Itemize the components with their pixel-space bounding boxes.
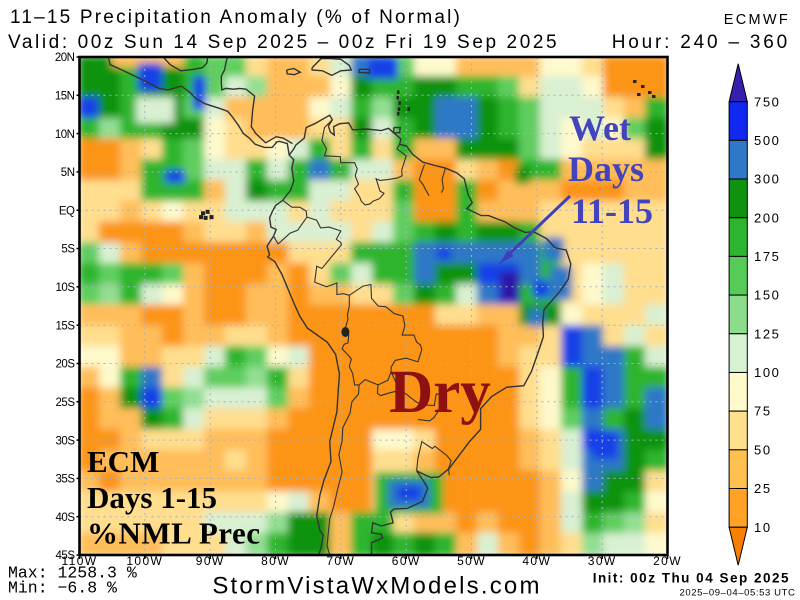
- svg-text:10N: 10N: [55, 129, 75, 141]
- svg-text:2025–09–04–05:53 UTC: 2025–09–04–05:53 UTC: [679, 588, 795, 599]
- svg-text:Max: 1258.3 %: Max: 1258.3 %: [8, 564, 137, 583]
- svg-text:40S: 40S: [56, 512, 76, 524]
- svg-text:25: 25: [754, 481, 772, 496]
- svg-text:70W: 70W: [326, 554, 355, 568]
- svg-text:Days 1-15: Days 1-15: [87, 480, 217, 515]
- svg-text:100W: 100W: [126, 554, 163, 568]
- svg-text:80W: 80W: [261, 554, 290, 568]
- svg-text:ECM: ECM: [87, 444, 159, 479]
- svg-text:90W: 90W: [196, 554, 225, 568]
- svg-text:30S: 30S: [56, 435, 76, 447]
- svg-text:Days: Days: [568, 149, 644, 189]
- svg-text:20W: 20W: [653, 554, 682, 568]
- svg-text:5N: 5N: [61, 167, 75, 179]
- svg-text:EQ: EQ: [59, 205, 75, 217]
- svg-text:150: 150: [754, 288, 781, 303]
- svg-text:10S: 10S: [56, 282, 76, 294]
- svg-text:35S: 35S: [56, 474, 76, 486]
- svg-text:Valid: 00z Sun 14 Sep 2025 – 0: Valid: 00z Sun 14 Sep 2025 – 00z Fri 19 …: [8, 32, 559, 53]
- svg-text:StormVistaWxModels.com: StormVistaWxModels.com: [212, 573, 541, 600]
- svg-text:ECMWF: ECMWF: [724, 12, 790, 28]
- svg-text:110W: 110W: [61, 554, 97, 568]
- svg-text:11-15: 11-15: [571, 191, 653, 231]
- svg-text:60W: 60W: [392, 554, 421, 568]
- svg-text:%NML Prec: %NML Prec: [87, 516, 261, 551]
- svg-text:750: 750: [754, 94, 781, 109]
- svg-text:30W: 30W: [588, 554, 617, 568]
- svg-text:75: 75: [754, 404, 772, 419]
- svg-text:500: 500: [754, 133, 781, 148]
- svg-text:300: 300: [754, 172, 781, 187]
- svg-text:50: 50: [754, 442, 772, 457]
- svg-text:40W: 40W: [522, 554, 551, 568]
- svg-text:Min: −6.8 %: Min: −6.8 %: [8, 579, 117, 598]
- svg-text:5S: 5S: [61, 244, 75, 256]
- svg-text:Hour: 240 – 360: Hour: 240 – 360: [612, 32, 790, 53]
- svg-text:100: 100: [754, 365, 781, 380]
- svg-text:200: 200: [754, 210, 781, 225]
- svg-text:Init: 00z Thu 04 Sep 2025: Init: 00z Thu 04 Sep 2025: [593, 571, 790, 586]
- svg-text:20N: 20N: [55, 52, 75, 64]
- svg-text:Wet: Wet: [569, 108, 631, 148]
- svg-text:Dry: Dry: [389, 359, 491, 426]
- svg-text:10: 10: [754, 520, 772, 535]
- svg-text:45S: 45S: [56, 550, 76, 562]
- svg-text:11–15 Precipitation Anomaly (%: 11–15 Precipitation Anomaly (% of Normal…: [10, 7, 462, 28]
- svg-text:25S: 25S: [56, 397, 76, 409]
- svg-text:15S: 15S: [56, 320, 76, 332]
- svg-text:125: 125: [754, 326, 781, 341]
- svg-text:20S: 20S: [56, 359, 76, 371]
- svg-text:175: 175: [754, 249, 781, 264]
- svg-text:15N: 15N: [55, 91, 75, 103]
- svg-text:50W: 50W: [457, 554, 486, 568]
